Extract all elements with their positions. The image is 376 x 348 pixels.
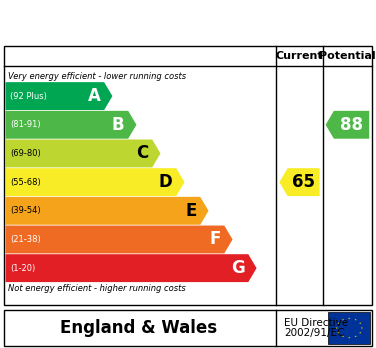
Text: (69-80): (69-80) <box>10 149 41 158</box>
Text: A: A <box>88 87 100 105</box>
Text: EU Directive: EU Directive <box>284 318 348 328</box>
Polygon shape <box>6 111 136 139</box>
Text: Not energy efficient - higher running costs: Not energy efficient - higher running co… <box>8 284 185 293</box>
Polygon shape <box>337 322 340 324</box>
Text: (92 Plus): (92 Plus) <box>10 92 47 101</box>
Text: Very energy efficient - lower running costs: Very energy efficient - lower running co… <box>8 72 186 81</box>
Polygon shape <box>361 327 363 329</box>
Polygon shape <box>6 82 112 110</box>
Text: 2002/91/EC: 2002/91/EC <box>284 328 344 338</box>
Text: 65: 65 <box>292 173 315 191</box>
Polygon shape <box>342 319 344 321</box>
Polygon shape <box>359 332 361 334</box>
Polygon shape <box>326 111 369 139</box>
Text: G: G <box>231 259 244 277</box>
Text: C: C <box>136 144 149 163</box>
Polygon shape <box>354 335 357 337</box>
Polygon shape <box>337 332 340 334</box>
Text: D: D <box>159 173 173 191</box>
Polygon shape <box>359 322 361 324</box>
Text: (21-38): (21-38) <box>10 235 41 244</box>
Text: (81-91): (81-91) <box>10 120 41 129</box>
Text: Energy Efficiency Rating: Energy Efficiency Rating <box>64 13 312 31</box>
Text: Current: Current <box>276 52 323 61</box>
Polygon shape <box>342 335 344 337</box>
Polygon shape <box>6 197 209 225</box>
Polygon shape <box>6 168 185 196</box>
Text: E: E <box>185 202 197 220</box>
Polygon shape <box>348 337 350 338</box>
Text: 88: 88 <box>340 116 363 134</box>
Text: (55-68): (55-68) <box>10 177 41 187</box>
Text: F: F <box>209 230 220 248</box>
Polygon shape <box>6 254 256 282</box>
Text: B: B <box>112 116 124 134</box>
Text: Potential: Potential <box>319 52 376 61</box>
Polygon shape <box>335 327 338 329</box>
Polygon shape <box>354 319 357 321</box>
Text: England & Wales: England & Wales <box>60 319 217 337</box>
Polygon shape <box>348 317 350 319</box>
Polygon shape <box>6 226 232 253</box>
Text: (39-54): (39-54) <box>10 206 41 215</box>
Polygon shape <box>279 168 320 196</box>
Polygon shape <box>6 140 161 167</box>
Text: (1-20): (1-20) <box>10 264 35 272</box>
Bar <box>328 312 370 344</box>
